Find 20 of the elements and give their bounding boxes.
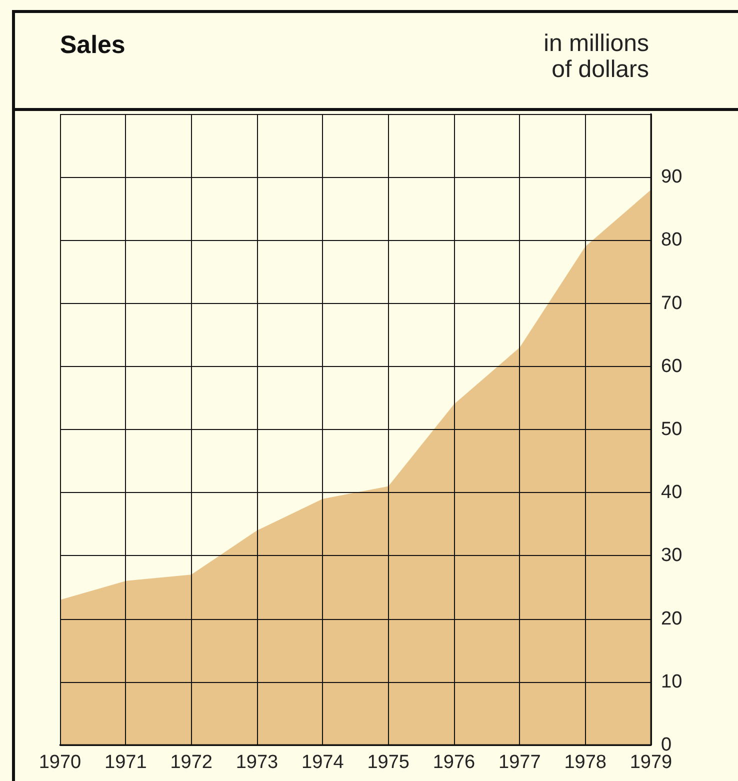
y-tick-label: 80 [661,230,682,251]
x-tick-label: 1970 [38,752,82,773]
y-tick-label: 60 [661,356,682,377]
x-tick-label: 1977 [498,752,541,773]
y-axis-title: in millions of dollars [544,30,649,84]
x-tick-label: 1978 [564,752,606,773]
y-tick-label: 70 [661,292,682,314]
y-tick-label: 20 [661,608,682,630]
x-tick-label: 1972 [170,752,212,773]
y-tick-label: 10 [661,671,682,692]
y-tick-label: 30 [661,545,682,566]
y-tick-label: 40 [661,482,682,504]
x-tick-label: 1974 [302,752,344,773]
x-tick-label: 1975 [367,752,410,773]
y-tick-label: 90 [661,166,682,188]
chart-title: Sales [60,31,126,60]
y-tick-label: 50 [661,419,682,440]
x-tick-label: 1976 [432,752,476,773]
x-tick-label: 1971 [104,752,147,773]
x-tick-label: 1973 [236,752,278,773]
